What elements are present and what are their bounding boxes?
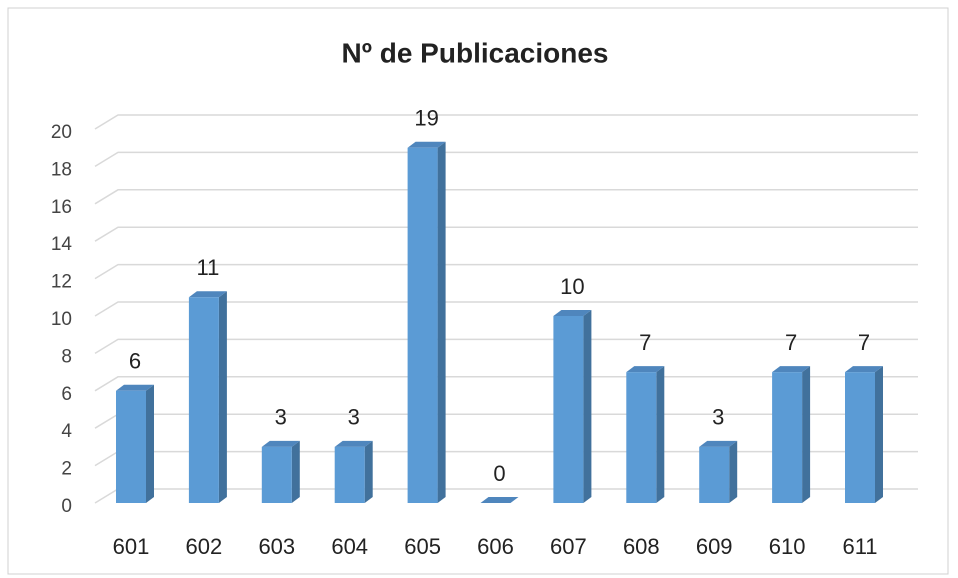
value-label: 3 (712, 405, 724, 430)
bar (845, 366, 883, 503)
chart-title: Nº de Publicaciones (342, 37, 609, 68)
grid-line (94, 114, 918, 130)
y-tick-label: 6 (61, 384, 72, 405)
bar-front (116, 390, 146, 503)
value-label: 7 (785, 330, 797, 355)
y-tick-label: 14 (51, 234, 73, 255)
bar-top (553, 310, 592, 316)
bar-side (146, 384, 154, 503)
bar-side (437, 141, 446, 503)
bar-top (116, 384, 154, 391)
bar (772, 366, 811, 503)
bar-top (845, 366, 883, 373)
value-label: 7 (858, 330, 870, 355)
grid-line (94, 263, 918, 280)
grid-line (94, 189, 918, 205)
x-tick-label: 602 (186, 534, 223, 559)
y-tick-label: 18 (51, 159, 72, 180)
grid-line (94, 226, 918, 242)
x-tick-label: 608 (623, 534, 660, 559)
bar (699, 440, 738, 503)
value-label: 6 (129, 349, 141, 374)
bar-side (802, 366, 811, 503)
grid-line (94, 151, 918, 168)
x-tick-label: 610 (769, 534, 806, 559)
x-tick-label: 606 (477, 534, 514, 559)
bar-top (772, 366, 811, 373)
bar-top (188, 291, 227, 298)
x-tick-label: 607 (550, 534, 587, 559)
bar (116, 384, 154, 503)
value-label: 0 (493, 461, 505, 486)
y-tick-label: 20 (51, 122, 72, 143)
bar-side (729, 440, 738, 503)
bar (553, 310, 592, 503)
value-label: 3 (348, 405, 360, 430)
value-label: 11 (196, 255, 219, 280)
grid-line (94, 301, 918, 317)
bar-front (188, 297, 219, 503)
x-tick-label: 611 (842, 534, 877, 559)
y-tick-label: 2 (61, 459, 72, 480)
bar-top (334, 440, 373, 447)
x-tick-label: 604 (331, 534, 368, 559)
bar-front (334, 446, 365, 503)
bar-front (626, 372, 657, 503)
bar-front (772, 372, 803, 503)
bar-front (261, 446, 292, 503)
y-tick-label: 12 (51, 272, 72, 293)
bar-front (699, 446, 730, 503)
bar-top (480, 497, 519, 503)
bar-front (845, 372, 875, 503)
bar (334, 440, 373, 503)
grid-line (94, 338, 918, 355)
bar (188, 291, 227, 503)
x-tick-label: 609 (696, 534, 733, 559)
bar-top (626, 366, 665, 373)
bar (626, 366, 665, 503)
bar-side (218, 291, 227, 503)
x-tick-label: 603 (258, 534, 295, 559)
value-label: 10 (560, 274, 584, 299)
bar-side (291, 440, 300, 503)
bar-side (656, 366, 665, 503)
bar-side (364, 440, 373, 503)
bar-top (261, 440, 300, 447)
bar (480, 497, 519, 503)
y-tick-label: 4 (61, 421, 72, 442)
value-label: 7 (639, 330, 651, 355)
bar-front (407, 147, 438, 503)
x-tick-label: 601 (113, 534, 150, 559)
bar (407, 141, 446, 503)
bar-front (553, 316, 584, 503)
bar-side (875, 366, 883, 503)
x-tick-label: 605 (404, 534, 441, 559)
y-tick-label: 0 (61, 496, 72, 517)
value-label: 3 (275, 405, 287, 430)
y-tick-label: 8 (61, 346, 72, 367)
y-tick-label: 10 (51, 309, 72, 330)
bar-top (407, 141, 446, 148)
bar-side (583, 310, 592, 503)
bar-top (699, 440, 738, 447)
bar (261, 440, 300, 503)
value-label: 19 (414, 106, 438, 131)
y-tick-label: 16 (51, 197, 72, 218)
